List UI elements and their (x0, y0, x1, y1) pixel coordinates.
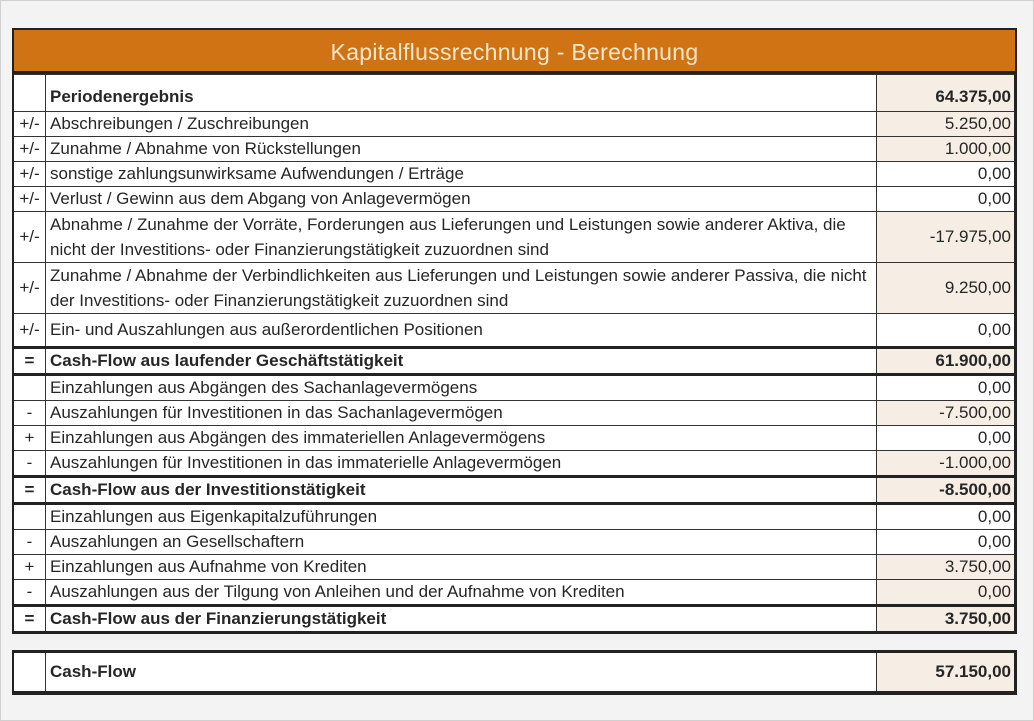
row-value[interactable]: 9.250,00 (876, 262, 1016, 314)
row-label[interactable]: Zunahme / Abnahme der Verbindlichkeiten … (45, 262, 877, 314)
row-sign[interactable]: +/- (12, 161, 46, 187)
table-row: +/- Verlust / Gewinn aus dem Abgang von A… (12, 186, 1016, 212)
row-label[interactable]: Einzahlungen aus Abgängen des immateriel… (45, 425, 877, 451)
row-sign[interactable] (12, 374, 46, 401)
row-value[interactable]: 0,00 (876, 579, 1016, 606)
row-label[interactable]: Cash-Flow aus der Investitionstätigkeit (45, 475, 877, 505)
row-value[interactable]: 0,00 (876, 313, 1016, 348)
table-row: Einzahlungen aus Eigenkapitalzuführungen… (12, 503, 1016, 530)
table-row: +/- sonstige zahlungsunwirksame Aufwendun… (12, 161, 1016, 187)
table-row: - Auszahlungen für Investitionen in das S… (12, 400, 1016, 426)
row-label[interactable]: Auszahlungen für Investitionen in das Sa… (45, 400, 877, 426)
table-row: +/- Zunahme / Abnahme der Verbindlichkeit… (12, 262, 1016, 314)
row-sign[interactable]: - (12, 400, 46, 426)
row-sign[interactable]: + (12, 425, 46, 451)
row-value[interactable]: 1.000,00 (876, 136, 1016, 162)
row-label[interactable]: Auszahlungen an Gesellschaftern (45, 529, 877, 555)
row-label[interactable]: Cash-Flow aus der Finanzierungstätigkeit (45, 604, 877, 634)
table-row: - Auszahlungen aus der Tilgung von Anleih… (12, 579, 1016, 606)
row-value[interactable]: 3.750,00 (876, 604, 1016, 634)
row-label[interactable]: Cash-Flow (45, 651, 877, 694)
table-row: + Einzahlungen aus Aufnahme von Krediten 3… (12, 554, 1016, 580)
row-sign[interactable] (12, 651, 46, 694)
table-row: Einzahlungen aus Abgängen des Sachanlage… (12, 374, 1016, 401)
row-value[interactable]: -17.975,00 (876, 211, 1016, 263)
row-sign[interactable]: - (12, 450, 46, 477)
row-value[interactable]: 0,00 (876, 503, 1016, 530)
row-sign[interactable]: - (12, 529, 46, 555)
row-value[interactable]: 0,00 (876, 425, 1016, 451)
table-row: + Einzahlungen aus Abgängen des immaterie… (12, 425, 1016, 451)
row-sign[interactable]: +/- (12, 211, 46, 263)
row-label[interactable]: Abnahme / Zunahme der Vorräte, Forderung… (45, 211, 877, 263)
row-label[interactable]: Ein- und Auszahlungen aus außerordentlic… (45, 313, 877, 348)
row-value[interactable]: 5.250,00 (876, 111, 1016, 137)
row-value[interactable]: 57.150,00 (876, 651, 1016, 694)
row-value[interactable]: 64.375,00 (876, 74, 1016, 112)
row-sign[interactable]: +/- (12, 313, 46, 348)
row-sign[interactable] (12, 503, 46, 530)
table-row: = Cash-Flow aus der Finanzierungstätigkei… (12, 604, 1016, 634)
table-row: +/- Ein- und Auszahlungen aus außerordent… (12, 313, 1016, 348)
row-sign[interactable]: + (12, 554, 46, 580)
row-label[interactable]: Verlust / Gewinn aus dem Abgang von Anla… (45, 186, 877, 212)
row-label[interactable]: Abschreibungen / Zuschreibungen (45, 111, 877, 137)
row-label[interactable]: Einzahlungen aus Eigenkapitalzuführungen (45, 503, 877, 530)
table-row: = Cash-Flow aus laufender Geschäftstätigk… (12, 346, 1016, 376)
row-value[interactable]: 0,00 (876, 374, 1016, 401)
row-value[interactable]: 0,00 (876, 529, 1016, 555)
row-value[interactable]: -7.500,00 (876, 400, 1016, 426)
total-table: Cash-Flow 57.150,00 (12, 650, 1017, 695)
table-row: - Auszahlungen für Investitionen in das i… (12, 450, 1016, 477)
row-sign[interactable]: = (12, 475, 46, 505)
table-row: Periodenergebnis 64.375,00 (12, 74, 1016, 112)
table-row: - Auszahlungen an Gesellschaftern 0,00 (12, 529, 1016, 555)
row-sign[interactable] (12, 74, 46, 112)
cash-flow-table: Periodenergebnis 64.375,00 +/- Abschreibung… (12, 74, 1017, 634)
row-value[interactable]: 3.750,00 (876, 554, 1016, 580)
cash-flow-sheet: Kapitalflussrechnung - Berechnung Period… (12, 28, 1017, 695)
row-sign[interactable]: +/- (12, 136, 46, 162)
row-label[interactable]: Einzahlungen aus Abgängen des Sachanlage… (45, 374, 877, 401)
table-row: +/- Abnahme / Zunahme der Vorräte, Forder… (12, 211, 1016, 263)
table-row: = Cash-Flow aus der Investitionstätigkeit… (12, 475, 1016, 505)
row-sign[interactable]: +/- (12, 262, 46, 314)
row-value[interactable]: 61.900,00 (876, 346, 1016, 376)
row-sign[interactable]: +/- (12, 111, 46, 137)
row-label[interactable]: Auszahlungen für Investitionen in das im… (45, 450, 877, 477)
total-row: Cash-Flow 57.150,00 (12, 651, 1016, 694)
row-label[interactable]: Auszahlungen aus der Tilgung von Anleihe… (45, 579, 877, 606)
row-value[interactable]: 0,00 (876, 161, 1016, 187)
row-label[interactable]: Einzahlungen aus Aufnahme von Krediten (45, 554, 877, 580)
row-label[interactable]: sonstige zahlungsunwirksame Aufwendungen… (45, 161, 877, 187)
row-value[interactable]: -1.000,00 (876, 450, 1016, 477)
table-row: +/- Abschreibungen / Zuschreibungen 5.250,… (12, 111, 1016, 137)
row-sign[interactable]: = (12, 604, 46, 634)
row-label[interactable]: Zunahme / Abnahme von Rückstellungen (45, 136, 877, 162)
sheet-title: Kapitalflussrechnung - Berechnung (12, 28, 1017, 74)
row-label[interactable]: Periodenergebnis (45, 74, 877, 112)
row-sign[interactable]: = (12, 346, 46, 376)
row-sign[interactable]: +/- (12, 186, 46, 212)
row-label[interactable]: Cash-Flow aus laufender Geschäftstätigke… (45, 346, 877, 376)
table-row: +/- Zunahme / Abnahme von Rückstellungen 1… (12, 136, 1016, 162)
row-sign[interactable]: - (12, 579, 46, 606)
row-value[interactable]: -8.500,00 (876, 475, 1016, 505)
row-value[interactable]: 0,00 (876, 186, 1016, 212)
